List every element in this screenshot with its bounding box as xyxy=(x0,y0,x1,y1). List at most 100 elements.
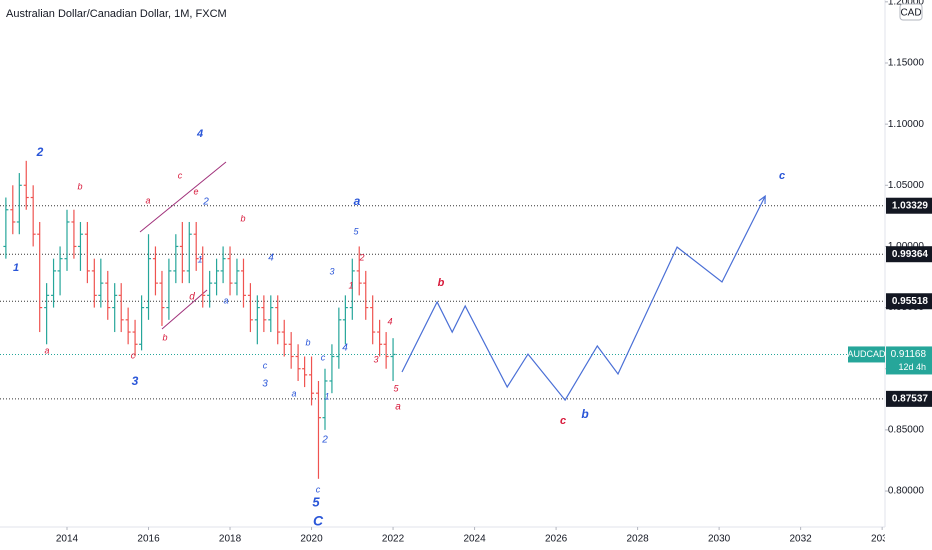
ohlc-bar xyxy=(37,221,43,333)
ohlc-bar xyxy=(146,234,152,320)
ohlc-bar xyxy=(227,246,233,296)
y-tick-label: 1.10000 xyxy=(888,119,925,130)
ohlc-bar xyxy=(377,319,383,357)
wave-label: 2 xyxy=(36,145,44,159)
wave-label: c xyxy=(263,360,268,370)
wave-label: C xyxy=(313,513,324,529)
price-label: 0.91168 xyxy=(891,349,927,360)
level-label-box xyxy=(886,390,932,407)
wave-label: 4 xyxy=(342,343,348,354)
ohlc-bar xyxy=(356,246,362,296)
wave-label: a xyxy=(44,345,49,355)
ohlc-bar xyxy=(234,258,240,296)
wave-label: a xyxy=(145,195,150,205)
x-tick-label: 2030 xyxy=(708,534,731,545)
wave-label: b xyxy=(77,181,82,191)
ohlc-bar xyxy=(179,221,185,284)
currency-label: CAD xyxy=(900,8,921,19)
y-tick-label: 0.85000 xyxy=(888,425,925,436)
ohlc-bar xyxy=(370,295,376,345)
wave-label: c xyxy=(779,170,785,182)
x-tick-label: 2032 xyxy=(790,534,813,545)
wave-label: 3 xyxy=(132,374,139,388)
wave-label: c xyxy=(131,350,136,360)
ohlc-bar xyxy=(10,185,16,235)
ohlc-bar xyxy=(254,295,260,345)
wave-label: d xyxy=(189,292,195,303)
time-axis: 2014 2016 2018 2020 2022 2024 2026 2028 2030 2032… xyxy=(56,527,885,545)
ohlc-bar xyxy=(288,332,294,369)
x-tick-label: 2014 xyxy=(56,534,79,545)
ohlc-bar xyxy=(16,173,22,235)
wave-label: 1 xyxy=(197,254,202,264)
ohlc-bar xyxy=(91,258,97,308)
trend-line xyxy=(139,161,227,233)
ohlc-bar xyxy=(200,246,206,308)
ohlc-bar xyxy=(84,221,90,284)
wave-label: 2 xyxy=(321,435,328,446)
x-tick-label: 2020 xyxy=(300,534,323,545)
ohlc-bar xyxy=(105,270,111,320)
ohlc-bar xyxy=(71,209,77,259)
level-label: 0.99364 xyxy=(892,249,929,260)
wave-label: a xyxy=(223,295,228,305)
ohlc-bar xyxy=(125,307,131,345)
ohlc-bar xyxy=(220,246,226,284)
ohlc-bar xyxy=(329,344,335,394)
wave-label: b xyxy=(162,332,167,342)
x-tick-label: 2024 xyxy=(463,534,486,545)
x-tick-label: 2016 xyxy=(137,534,160,545)
ohlc-bar xyxy=(152,246,158,296)
ohlc-bar xyxy=(139,295,145,351)
wave-label: c xyxy=(316,484,321,494)
wave-label: 1 xyxy=(324,391,329,401)
x-tick-label: 2028 xyxy=(626,534,649,545)
wave-label: a xyxy=(291,388,296,398)
ohlc-bar xyxy=(186,221,192,284)
ohlc-bar xyxy=(281,319,287,357)
ohlc-bar xyxy=(77,221,83,271)
wave-label: 3 xyxy=(329,266,334,276)
ohlc-bar xyxy=(309,356,315,406)
chart-title: Australian Dollar/Canadian Dollar, 1M, F… xyxy=(6,8,227,20)
wave-label: 5 xyxy=(312,494,320,509)
wave-label: 2 xyxy=(358,252,364,262)
ohlc-bar xyxy=(342,295,348,345)
wave-label: b xyxy=(581,407,588,421)
wave-label: 1 xyxy=(13,262,19,274)
ohlc-bar xyxy=(64,209,70,271)
ohlc-bar xyxy=(51,258,57,308)
ohlc-bar xyxy=(193,221,199,271)
wave-label: 4 xyxy=(196,128,203,140)
symbol-label: AUDCAD xyxy=(847,349,886,359)
y-tick-label: 1.05000 xyxy=(888,180,925,191)
wave-label: e xyxy=(193,186,198,196)
price-label-box xyxy=(886,346,932,375)
level-label-box xyxy=(886,293,932,310)
ohlc-bar xyxy=(57,246,63,296)
ohlc-bar xyxy=(207,270,213,308)
ohlc-bar xyxy=(173,234,179,284)
ohlc-bar xyxy=(44,283,50,345)
ohlc-bar xyxy=(336,307,342,369)
wave-label: 3 xyxy=(262,379,268,390)
x-tick-label: 2022 xyxy=(382,534,405,545)
ohlc-bar xyxy=(390,338,396,381)
wave-label: 4 xyxy=(268,253,274,264)
level-label: 0.87537 xyxy=(892,394,929,405)
countdown-label: 12d 4h xyxy=(898,362,926,372)
wave-label: 2 xyxy=(202,197,209,208)
ohlc-bar xyxy=(261,295,267,333)
ohlc-bar xyxy=(30,185,36,247)
wave-label: c xyxy=(321,352,326,362)
level-label: 1.03329 xyxy=(892,200,929,211)
ohlc-bar xyxy=(118,283,124,333)
trend-line xyxy=(161,289,208,330)
level-label-box xyxy=(886,246,932,263)
ohlc-bar xyxy=(268,295,274,333)
ohlc-bar xyxy=(295,344,301,381)
ohlc-bar xyxy=(3,197,9,259)
ohlc-bar xyxy=(159,270,165,326)
